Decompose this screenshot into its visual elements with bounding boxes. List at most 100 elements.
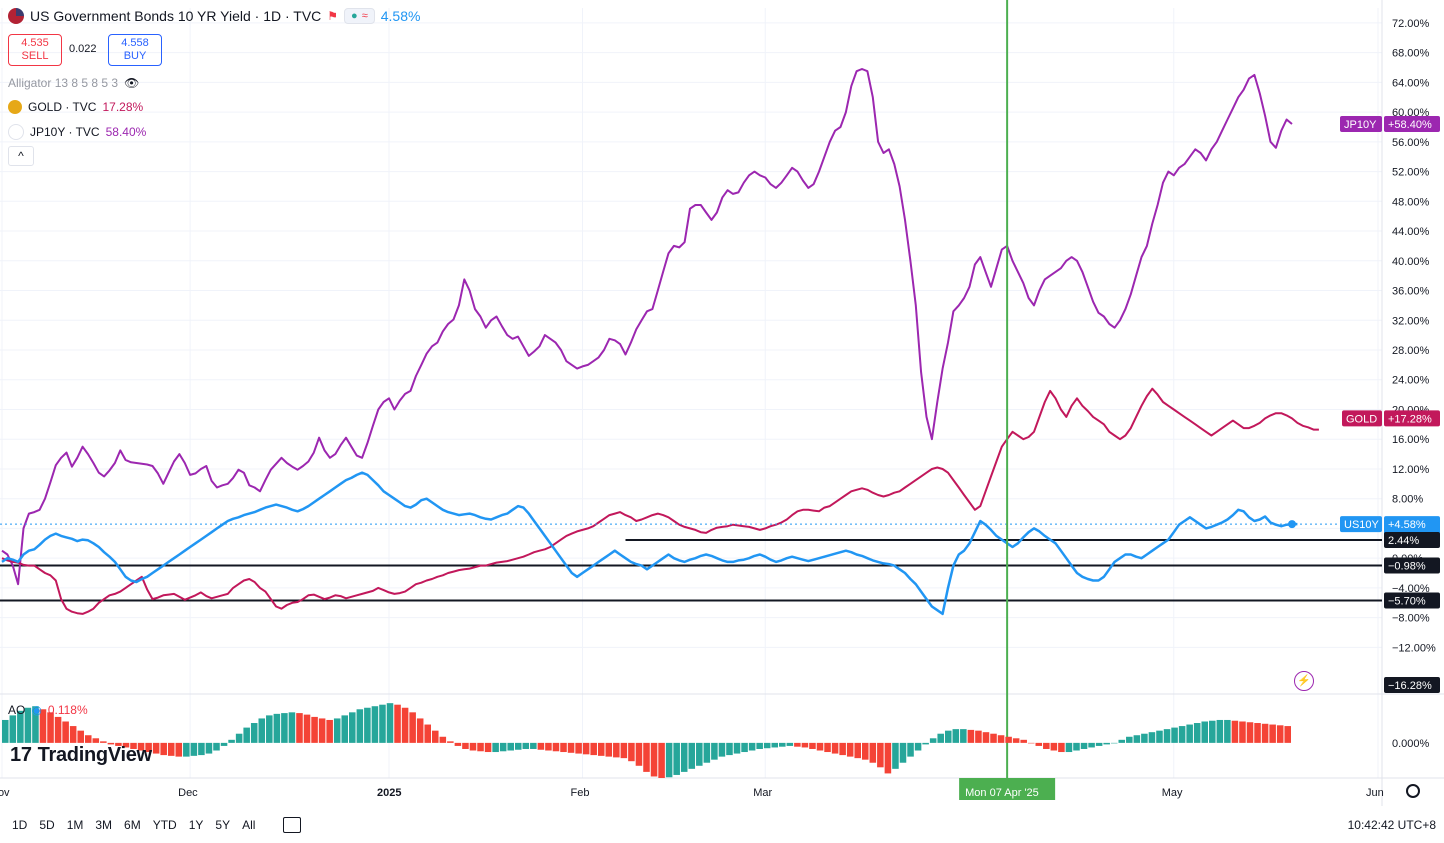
ao-bar (92, 738, 100, 743)
ao-bar (816, 742, 824, 751)
symbol-change-pct: 4.58% (380, 8, 421, 24)
us10y-value-tag: +4.58% (1388, 519, 1426, 531)
jp10y-legend-pct: 58.40% (105, 125, 147, 139)
y-tick-label: 36.00% (1392, 286, 1430, 298)
ao-bar (929, 738, 937, 743)
range-1y[interactable]: 1Y (188, 818, 204, 832)
ao-bar (62, 721, 69, 743)
ao-bar (726, 742, 733, 756)
ao-bar (839, 742, 846, 756)
ao-bar (1027, 742, 1035, 744)
ao-bar (794, 742, 801, 747)
ao-bar (1095, 742, 1103, 746)
ao-bar (522, 742, 530, 749)
ao-bar (167, 742, 175, 756)
range-ytd[interactable]: YTD (152, 818, 177, 832)
ao-bar (1193, 723, 1201, 743)
range-1d[interactable]: 1D (12, 818, 28, 832)
y-tick-label: 28.00% (1392, 345, 1430, 357)
ao-bar (416, 718, 424, 743)
range-1m[interactable]: 1M (66, 818, 84, 832)
eye-hidden-icon[interactable]: 👁 (124, 76, 140, 90)
ao-bar (183, 742, 190, 757)
ao-bar (530, 742, 537, 749)
ao-bar (69, 726, 77, 743)
ao-bar (198, 742, 205, 756)
ao-bar (643, 742, 650, 772)
ao-bar (1224, 719, 1231, 743)
settings-gear-icon[interactable] (1406, 784, 1420, 798)
ao-bar (24, 707, 32, 743)
ao-bar (635, 742, 643, 766)
us-flag-icon (8, 8, 24, 24)
ao-bar (741, 742, 748, 753)
gold-legend[interactable]: GOLD · TVC 17.28% (8, 100, 143, 114)
ao-bar (1209, 720, 1216, 743)
ao-bar (364, 707, 371, 743)
ao-bar (47, 712, 54, 743)
last-price-dot (1288, 520, 1296, 529)
ao-bar (100, 741, 107, 743)
range-all[interactable]: All (242, 818, 256, 832)
ao-bar (552, 742, 560, 752)
level-tag: −5.70% (1388, 596, 1426, 608)
ao-bar (228, 739, 235, 743)
ao-legend[interactable]: AO ◉ 0.118% (8, 703, 88, 717)
ao-bar (235, 733, 243, 743)
ao-bar (258, 718, 266, 743)
ao-bar (1284, 726, 1291, 743)
compare-toggle[interactable]: ● ≈ (344, 8, 375, 24)
ao-bar (39, 709, 47, 743)
buy-button[interactable]: 4.558 BUY (108, 34, 162, 66)
alligator-legend[interactable]: Alligator 13 8 5 8 5 3 👁 (8, 76, 139, 90)
jp-flag-icon (8, 124, 24, 140)
ao-bar (349, 712, 356, 743)
ao-bar (1058, 742, 1065, 753)
ao-bar (122, 742, 130, 748)
collapse-legend-button[interactable]: ^ (8, 146, 34, 166)
range-5d[interactable]: 5D (39, 818, 55, 832)
x-tick-label: Feb (571, 787, 590, 799)
ao-bar (356, 709, 364, 743)
level-tag-bg (1384, 592, 1440, 609)
ao-bar (545, 742, 552, 751)
x-tick-label: 2025 (377, 787, 401, 799)
ao-bar (779, 742, 786, 747)
ao-bar (1080, 742, 1088, 749)
y-tick-label: 64.00% (1392, 77, 1430, 89)
lightning-icon[interactable]: ⚡ (1294, 671, 1314, 691)
range-3m[interactable]: 3M (95, 818, 113, 832)
ao-bar (1035, 742, 1043, 746)
y-tick-label: 24.00% (1392, 375, 1430, 387)
alligator-label: Alligator 13 8 5 8 5 3 (8, 76, 119, 90)
buy-price: 4.558 (121, 37, 149, 49)
ao-bar (499, 742, 507, 752)
jp10y-legend-label: JP10Y · TVC (30, 125, 100, 139)
ao-bar (1050, 742, 1058, 751)
ao-bar (567, 742, 575, 753)
ao-bar (748, 742, 756, 751)
ao-bar (1012, 738, 1020, 743)
range-5y[interactable]: 5Y (215, 818, 231, 832)
y-tick-label: 56.00% (1392, 137, 1430, 149)
jp10y-legend[interactable]: JP10Y · TVC 58.40% (8, 124, 146, 140)
ao-bar (899, 742, 907, 763)
ao-bar (341, 715, 349, 743)
ao-bar (763, 742, 771, 749)
bottom-toolbar: 1D 5D 1M 3M 6M YTD 1Y 5Y All (0, 807, 1444, 843)
ao-settings-icon[interactable]: ◉ (31, 703, 42, 717)
ao-bar (613, 742, 620, 758)
y-tick-label: 72.00% (1392, 18, 1430, 30)
range-6m[interactable]: 6M (124, 818, 141, 832)
ao-bar (137, 742, 145, 751)
jp10y-value-tag: +58.40% (1388, 119, 1432, 131)
sell-button[interactable]: 4.535 SELL (8, 34, 62, 66)
ao-bar (1133, 735, 1141, 743)
ao-bar (220, 742, 228, 746)
symbol-legend[interactable]: US Government Bonds 10 YR Yield · 1D · T… (8, 8, 420, 24)
calendar-goto-icon[interactable] (283, 817, 302, 833)
ao-bar (1178, 726, 1186, 743)
ao-bar (401, 707, 409, 743)
ao-bar (620, 742, 628, 759)
ao-bar (537, 742, 545, 750)
